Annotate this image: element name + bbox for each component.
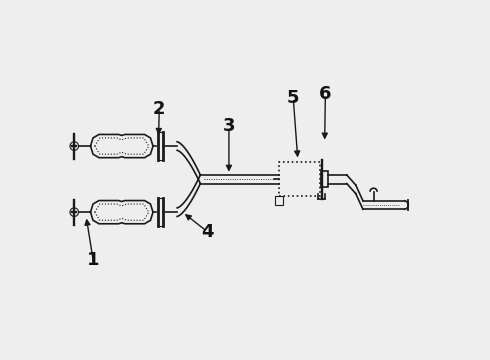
Bar <box>275 196 283 205</box>
Text: 3: 3 <box>222 117 235 135</box>
Bar <box>321 171 328 187</box>
Text: 1: 1 <box>87 251 99 269</box>
Text: 4: 4 <box>201 223 214 241</box>
Text: 2: 2 <box>153 100 166 118</box>
Text: 6: 6 <box>319 85 332 103</box>
Text: 5: 5 <box>287 89 299 107</box>
Bar <box>279 162 320 196</box>
